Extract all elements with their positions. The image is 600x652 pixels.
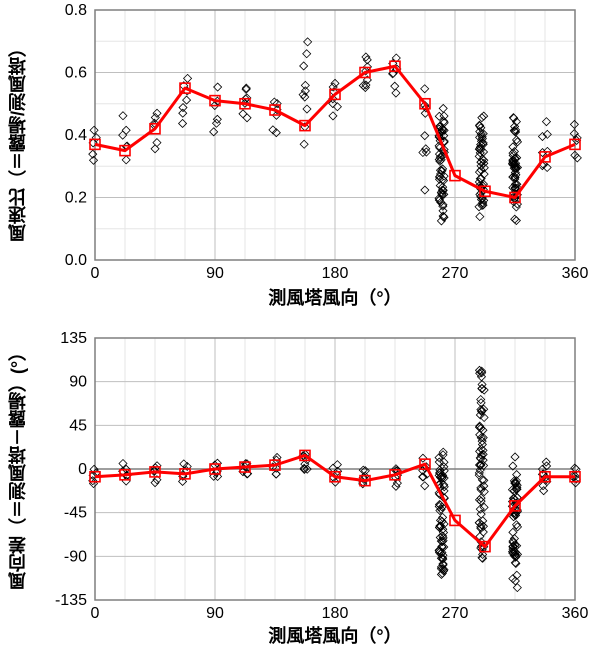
svg-text:0.4: 0.4: [65, 127, 87, 144]
svg-text:270: 270: [442, 265, 469, 282]
svg-text:-135: -135: [55, 592, 87, 609]
svg-text:180: 180: [322, 265, 349, 282]
svg-text:-90: -90: [64, 548, 87, 565]
svg-text:270: 270: [442, 605, 469, 622]
svg-text:0.2: 0.2: [65, 190, 87, 207]
svg-text:135: 135: [60, 330, 87, 347]
svg-text:0: 0: [91, 605, 100, 622]
svg-text:90: 90: [206, 605, 224, 622]
bottom-chart-xlabel: 測風塔風向（°）: [95, 622, 575, 648]
svg-text:360: 360: [562, 605, 589, 622]
top-chart-ylabel: 風速比（＝露場/測風塔）: [5, 20, 31, 260]
bottom-chart-ylabel: 風向差（＝測風塔－露場）(°）: [5, 331, 31, 601]
svg-text:-45: -45: [64, 505, 87, 522]
svg-text:0: 0: [78, 461, 87, 478]
svg-text:0: 0: [91, 265, 100, 282]
svg-text:0.6: 0.6: [65, 65, 87, 82]
svg-text:180: 180: [322, 605, 349, 622]
top-chart-svg: 0 90 180 270 360 0.0 0.2 0.4 0.6 0.8: [0, 0, 600, 326]
svg-text:0.0: 0.0: [65, 252, 87, 269]
svg-text:45: 45: [69, 417, 87, 434]
svg-text:360: 360: [562, 265, 589, 282]
svg-text:90: 90: [206, 265, 224, 282]
top-chart-xlabel: 測風塔風向（°）: [95, 284, 575, 310]
svg-text:90: 90: [69, 374, 87, 391]
svg-text:0.8: 0.8: [65, 2, 87, 19]
bottom-chart-svg: 0 90 180 270 360 -135 -90 -45 0 45 90 135: [0, 326, 600, 652]
